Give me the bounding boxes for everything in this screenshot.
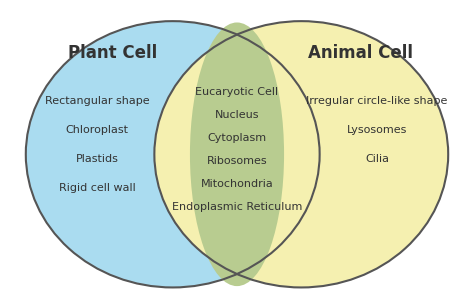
Text: Chloroplast: Chloroplast (65, 126, 128, 135)
Ellipse shape (190, 22, 284, 286)
Text: Eucaryotic Cell: Eucaryotic Cell (195, 87, 279, 97)
Text: Rigid cell wall: Rigid cell wall (59, 183, 136, 193)
Text: Ribosomes: Ribosomes (207, 156, 267, 166)
Text: Endoplasmic Reticulum: Endoplasmic Reticulum (172, 202, 302, 212)
Text: Mitochondria: Mitochondria (201, 179, 273, 189)
Text: Nucleus: Nucleus (215, 110, 259, 120)
Text: Irregular circle-like shape: Irregular circle-like shape (306, 96, 448, 106)
Text: Lysosomes: Lysosomes (347, 126, 407, 135)
Text: Plant Cell: Plant Cell (68, 44, 158, 62)
Text: Rectangular shape: Rectangular shape (45, 96, 149, 106)
Ellipse shape (155, 21, 448, 288)
Text: Cilia: Cilia (365, 154, 389, 164)
Text: Plastids: Plastids (75, 154, 118, 164)
Ellipse shape (26, 21, 319, 288)
Text: Animal Cell: Animal Cell (309, 44, 413, 62)
Text: Cytoplasm: Cytoplasm (208, 133, 266, 143)
